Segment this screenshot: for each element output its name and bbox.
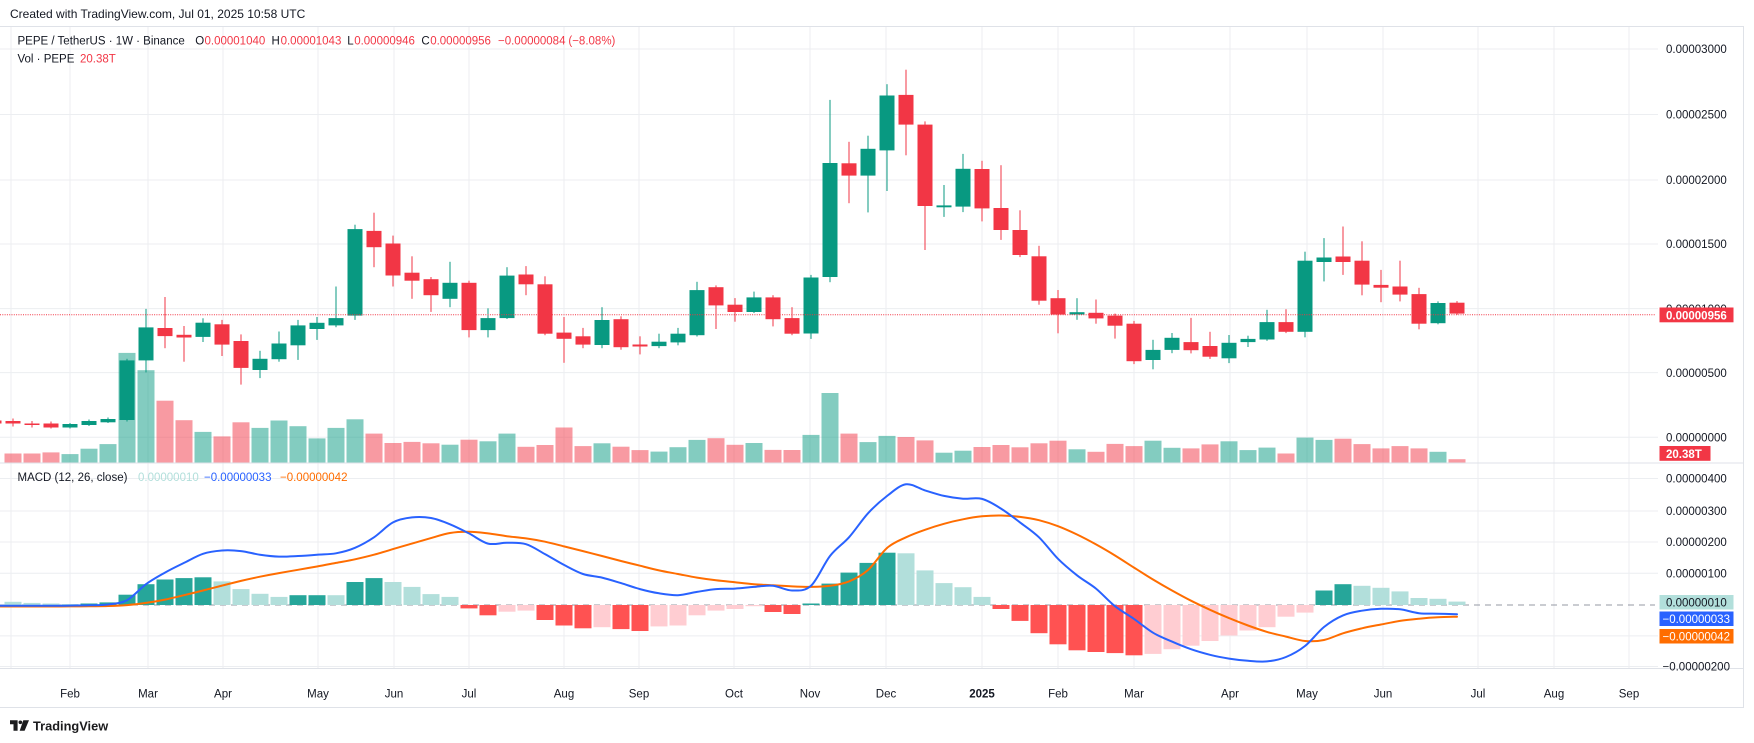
svg-text:Jul: Jul [462,689,477,701]
svg-text:May: May [1296,689,1318,701]
svg-text:−0.00000042: −0.00000042 [1663,632,1730,644]
svg-text:H: H [272,36,280,48]
svg-text:0.00000400: 0.00000400 [1666,474,1727,486]
svg-text:Jul: Jul [1471,689,1486,701]
svg-text:Oct: Oct [725,689,744,701]
svg-text:−0.00000084: −0.00000084 [498,36,566,48]
svg-text:C: C [421,36,429,48]
svg-text:0.00001500: 0.00001500 [1666,239,1727,251]
svg-text:Created with TradingView.com,: Created with TradingView.com, Jul 01, 20… [10,7,306,21]
svg-text:0.00000956: 0.00000956 [1666,311,1727,323]
svg-text:−0.00000042: −0.00000042 [280,472,347,484]
svg-text:−0.00000200: −0.00000200 [1663,662,1730,674]
svg-text:0.00000200: 0.00000200 [1666,537,1727,549]
svg-text:0.00001043: 0.00001043 [281,36,342,48]
svg-text:Aug: Aug [554,689,574,701]
svg-text:0.00003000: 0.00003000 [1666,44,1727,56]
svg-text:Mar: Mar [138,689,158,701]
svg-text:PEPE / TetherUS · 1W · Binance: PEPE / TetherUS · 1W · Binance [18,36,185,48]
svg-text:0.00000010: 0.00000010 [1666,598,1727,610]
svg-text:Feb: Feb [60,689,80,701]
svg-text:0.00000300: 0.00000300 [1666,506,1727,518]
svg-text:0.00000500: 0.00000500 [1666,368,1727,380]
svg-text:(−8.08%): (−8.08%) [568,36,615,48]
svg-text:MACD (12, 26, close): MACD (12, 26, close) [18,472,128,484]
svg-text:TradingView: TradingView [33,719,108,734]
svg-text:0.00002500: 0.00002500 [1666,110,1727,122]
svg-text:0.00001040: 0.00001040 [205,36,266,48]
svg-text:Vol · PEPE: Vol · PEPE [18,54,75,66]
svg-text:Apr: Apr [1221,689,1239,701]
svg-text:0.00000100: 0.00000100 [1666,569,1727,581]
svg-text:0.00002000: 0.00002000 [1666,175,1727,187]
svg-text:−0.00000033: −0.00000033 [1663,614,1730,626]
svg-text:20.38T: 20.38T [1666,449,1702,461]
svg-text:0.00000946: 0.00000946 [354,36,415,48]
svg-text:−0.00000033: −0.00000033 [204,472,271,484]
svg-text:Dec: Dec [876,689,897,701]
svg-text:20.38T: 20.38T [80,54,116,66]
svg-text:Sep: Sep [629,689,649,701]
svg-text:Apr: Apr [214,689,232,701]
svg-text:Sep: Sep [1619,689,1639,701]
svg-text:Aug: Aug [1544,689,1564,701]
svg-text:0.00000956: 0.00000956 [430,36,491,48]
svg-text:Feb: Feb [1048,689,1068,701]
svg-text:Jun: Jun [385,689,404,701]
svg-text:May: May [307,689,329,701]
svg-text:O: O [195,36,204,48]
svg-text:L: L [347,36,354,48]
svg-text:2025: 2025 [969,689,995,701]
svg-text:Mar: Mar [1124,689,1144,701]
svg-text:Nov: Nov [800,689,821,701]
svg-text:Jun: Jun [1374,689,1393,701]
svg-text:0.00000010: 0.00000010 [138,472,199,484]
svg-text:0.00000000: 0.00000000 [1666,433,1727,445]
